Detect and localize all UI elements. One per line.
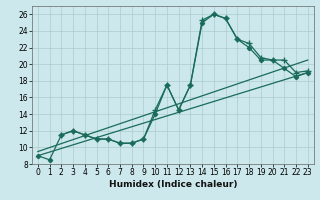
X-axis label: Humidex (Indice chaleur): Humidex (Indice chaleur) [108,180,237,189]
